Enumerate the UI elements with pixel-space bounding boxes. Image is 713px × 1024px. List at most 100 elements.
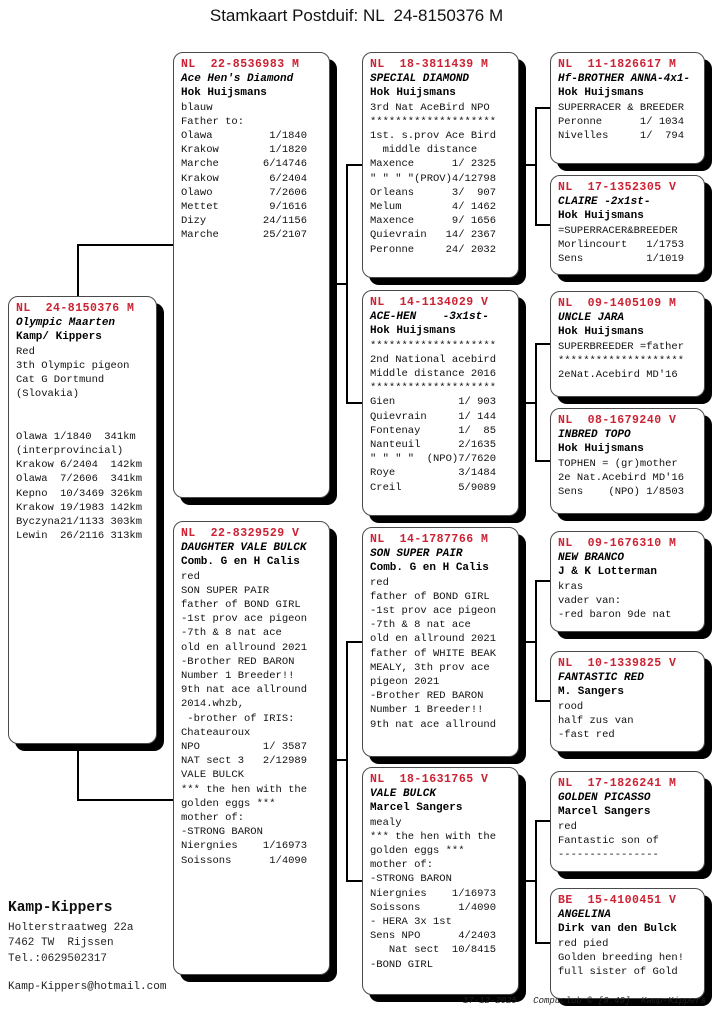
pigeon-name: ANGELINA xyxy=(558,909,611,922)
pigeon-name: INBRED TOPO xyxy=(558,429,631,442)
ring-number: NL 24-8150376 M xyxy=(16,302,135,315)
owner-name: Hok Huijsmans xyxy=(558,326,644,339)
connector-line xyxy=(535,700,550,702)
owner-name: Kamp/ Kippers xyxy=(16,331,102,344)
owner-name: Marcel Sangers xyxy=(370,802,463,815)
connector-line xyxy=(331,759,348,761)
connector-line xyxy=(535,580,550,582)
pigeon-details: rood half zus van -fast red xyxy=(558,700,634,742)
owner-name: M. Sangers xyxy=(558,686,625,699)
connector-line xyxy=(520,164,537,166)
owner-name: Marcel Sangers xyxy=(558,806,651,819)
ring-number: NL 17-1826241 M xyxy=(558,777,677,790)
connector-line xyxy=(346,164,348,404)
pigeon-details: red father of BOND GIRL -1st prov ace pi… xyxy=(370,576,497,731)
ring-number: NL 17-1352305 V xyxy=(558,181,677,194)
ring-number: NL 22-8329529 V xyxy=(181,527,300,540)
pigeon-details: TOPHEN = (gr)mother 2e Nat.Acebird MD'16… xyxy=(558,457,685,499)
pigeon-details: ******************** 2nd National acebir… xyxy=(370,339,497,494)
pedigree-box-subject: NL 24-8150376 M Olympic Maarten Kamp/ Ki… xyxy=(8,296,157,744)
breeder-email: Kamp-Kippers@hotmail.com xyxy=(8,981,167,993)
pedigree-box-greatgrandparent-8: BE 15-4100451 V ANGELINA Dirk van den Bu… xyxy=(550,888,705,999)
pigeon-name: SPECIAL DIAMOND xyxy=(370,73,470,86)
pedigree-box-grandparent-4: NL 18-1631765 V VALE BULCK Marcel Sanger… xyxy=(362,767,519,995)
pedigree-box-father: NL 22-8536983 M Ace Hen's Diamond Hok Hu… xyxy=(173,52,330,498)
owner-name: Hok Huijsmans xyxy=(558,210,644,223)
pigeon-name: UNCLE JARA xyxy=(558,312,625,325)
pigeon-details: red pied Golden breeding hen! full siste… xyxy=(558,937,685,979)
pigeon-name: CLAIRE -2x1st- xyxy=(558,196,651,209)
pedigree-box-mother: NL 22-8329529 V DAUGHTER VALE BULCK Comb… xyxy=(173,521,330,975)
pigeon-name: GOLDEN PICASSO xyxy=(558,792,651,805)
pedigree-box-greatgrandparent-2: NL 17-1352305 V CLAIRE -2x1st- Hok Huijs… xyxy=(550,175,705,275)
pigeon-name: Olympic Maarten xyxy=(16,317,116,330)
owner-name: Hok Huijsmans xyxy=(181,87,267,100)
connector-line xyxy=(331,283,348,285)
pigeon-details: Red 3th Olympic pigeon Cat G Dortmund (S… xyxy=(16,345,143,543)
pedigree-box-grandparent-3: NL 14-1787766 M SON SUPER PAIR Comb. G e… xyxy=(362,527,519,757)
connector-line xyxy=(535,107,537,226)
owner-name: Comb. G en H Calis xyxy=(370,562,489,575)
pigeon-details: red Fantastic son of ---------------- xyxy=(558,820,659,862)
ring-number: NL 11-1826617 M xyxy=(558,58,677,71)
pigeon-name: Hf-BROTHER ANNA-4x1- xyxy=(558,73,691,86)
pedigree-box-greatgrandparent-1: NL 11-1826617 M Hf-BROTHER ANNA-4x1- Hok… xyxy=(550,52,705,164)
pigeon-name: Ace Hen's Diamond xyxy=(181,73,294,86)
ring-number: NL 18-1631765 V xyxy=(370,773,489,786)
owner-name: Hok Huijsmans xyxy=(370,325,456,338)
page-title: Stamkaart Postduif: NL 24-8150376 M xyxy=(209,6,504,25)
pigeon-name: FANTASTIC RED xyxy=(558,672,644,685)
pedigree-box-greatgrandparent-4: NL 08-1679240 V INBRED TOPO Hok Huijsman… xyxy=(550,408,705,514)
pigeon-details: blauw Father to: Olawa 1/1840 Krakow 1/1… xyxy=(181,101,308,242)
owner-name: J & K Lotterman xyxy=(558,566,658,579)
pedigree-box-grandparent-1: NL 18-3811439 M SPECIAL DIAMOND Hok Huij… xyxy=(362,52,519,278)
connector-line xyxy=(535,580,537,702)
ring-number: NL 18-3811439 M xyxy=(370,58,489,71)
pigeon-name: DAUGHTER VALE BULCK xyxy=(181,542,307,555)
connector-line xyxy=(520,402,537,404)
pigeon-details: kras vader van: -red baron 9de nat xyxy=(558,580,672,622)
ring-number: NL 22-8536983 M xyxy=(181,58,300,71)
ring-number: NL 09-1676310 M xyxy=(558,537,677,550)
pedigree-box-greatgrandparent-3: NL 09-1405109 M UNCLE JARA Hok Huijsmans… xyxy=(550,291,705,397)
pigeon-details: red SON SUPER PAIR father of BOND GIRL -… xyxy=(181,570,308,867)
owner-name: Hok Huijsmans xyxy=(558,87,644,100)
connector-line xyxy=(535,942,550,944)
pedigree-box-grandparent-2: NL 14-1134029 V ACE-HEN -3x1st- Hok Huij… xyxy=(362,290,519,516)
connector-line xyxy=(535,343,550,345)
connector-line xyxy=(535,820,537,944)
pigeon-name: VALE BULCK xyxy=(370,788,437,801)
owner-name: Hok Huijsmans xyxy=(558,443,644,456)
connector-line xyxy=(535,224,550,226)
pigeon-details: =SUPERRACER&BREEDER Morlincourt 1/1753 S… xyxy=(558,224,685,266)
connector-line xyxy=(346,402,362,404)
ring-number: NL 09-1405109 M xyxy=(558,297,677,310)
connector-line xyxy=(535,460,550,462)
connector-line xyxy=(520,641,537,643)
ring-number: BE 15-4100451 V xyxy=(558,894,677,907)
owner-name: Comb. G en H Calis xyxy=(181,556,300,569)
pedigree-box-greatgrandparent-6: NL 10-1339825 V FANTASTIC RED M. Sangers… xyxy=(550,651,705,752)
print-info: 17-12-2025 Compuclub © [9.49] Kamp-Kippe… xyxy=(462,996,706,1006)
connector-line xyxy=(346,164,362,166)
ring-number: NL 10-1339825 V xyxy=(558,657,677,670)
owner-name: Hok Huijsmans xyxy=(370,87,456,100)
pigeon-name: SON SUPER PAIR xyxy=(370,548,463,561)
connector-line xyxy=(346,641,348,882)
pigeon-details: SUPERBREEDER =father *******************… xyxy=(558,340,685,382)
pigeon-details: 3rd Nat AceBird NPO ********************… xyxy=(370,101,497,256)
connector-line xyxy=(77,244,79,298)
breeder-name: Kamp-Kippers xyxy=(8,900,113,916)
connector-line xyxy=(535,107,550,109)
pedigree-box-greatgrandparent-5: NL 09-1676310 M NEW BRANCO J & K Lotterm… xyxy=(550,531,705,632)
pigeon-name: ACE-HEN -3x1st- xyxy=(370,311,489,324)
pigeon-details: mealy *** the hen with the golden eggs *… xyxy=(370,816,497,971)
ring-number: NL 14-1787766 M xyxy=(370,533,489,546)
connector-line xyxy=(520,880,537,882)
connector-line xyxy=(535,343,537,462)
breeder-address: Holterstraatweg 22a 7462 TW Rijssen Tel.… xyxy=(8,922,134,965)
pedigree-box-greatgrandparent-7: NL 17-1826241 M GOLDEN PICASSO Marcel Sa… xyxy=(550,771,705,872)
connector-line xyxy=(535,820,550,822)
ring-number: NL 08-1679240 V xyxy=(558,414,677,427)
